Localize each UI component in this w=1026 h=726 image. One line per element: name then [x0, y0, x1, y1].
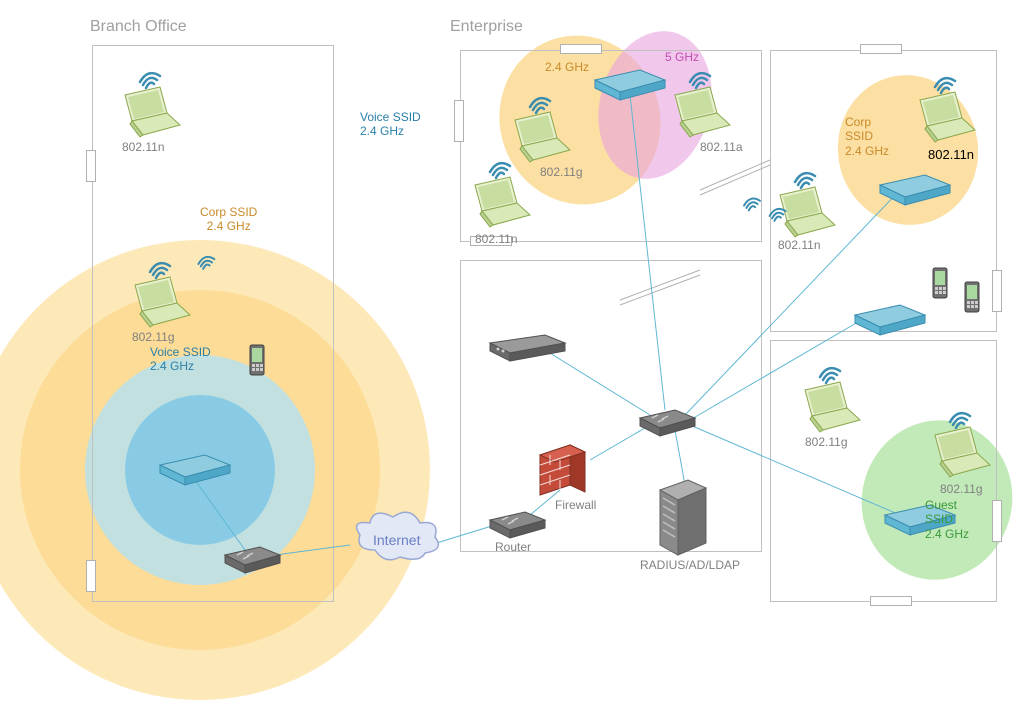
- router-ent: [490, 512, 545, 538]
- firewall-device: [540, 445, 585, 495]
- laptop-ent-2: [475, 163, 530, 227]
- label-guest-ssid: Guest SSID 2.4 GHz: [925, 498, 969, 541]
- label-5ghz: 5 GHz: [665, 50, 699, 64]
- laptop-branch-2: [135, 263, 190, 327]
- label-24ghz: 2.4 GHz: [545, 60, 589, 74]
- label-ent-g2: 802.11g: [805, 435, 848, 449]
- label-ent-g3: 802.11g: [940, 482, 983, 496]
- laptop-ent-5: [920, 78, 975, 142]
- label-router: Router: [495, 540, 531, 554]
- server-radius: [660, 480, 706, 555]
- label-branch-n: 802.11n: [122, 140, 165, 154]
- laptop-ent-7: [935, 413, 990, 477]
- internet-cloud: Internet: [357, 512, 439, 560]
- label-ent-g1: 802.11g: [540, 165, 583, 179]
- ap-ent-mr: [855, 305, 925, 335]
- label-ent-n-big: 802.11n: [928, 147, 974, 163]
- rack-server: [490, 335, 565, 361]
- laptop-ent-1: [515, 98, 570, 162]
- label-voice-ssid-top: Voice SSID 2.4 GHz: [360, 110, 421, 139]
- laptop-ent-3: [675, 73, 730, 137]
- label-ent-n1: 802.11n: [475, 232, 518, 246]
- label-radius: RADIUS/AD/LDAP: [640, 558, 740, 572]
- laptop-ent-4: [780, 173, 835, 237]
- label-voice-ssid-center: Voice SSID 2.4 GHz: [150, 345, 211, 374]
- label-branch-g: 802.11g: [132, 330, 175, 344]
- internet-label: Internet: [373, 532, 421, 548]
- router-branch: [225, 547, 280, 573]
- label-firewall: Firewall: [555, 498, 596, 512]
- laptop-ent-6: [805, 368, 860, 432]
- phone-ent-1: [744, 198, 947, 298]
- laptop-branch-1: [125, 73, 180, 137]
- ap-ent-top: [595, 70, 665, 100]
- label-corp-ssid-ent: Corp SSID 2.4 GHz: [845, 115, 889, 158]
- label-ent-n2: 802.11n: [778, 238, 821, 252]
- label-ent-a: 802.11a: [700, 140, 743, 154]
- ap-branch: [160, 455, 230, 485]
- label-corp-ssid-branch: Corp SSID 2.4 GHz: [200, 205, 257, 234]
